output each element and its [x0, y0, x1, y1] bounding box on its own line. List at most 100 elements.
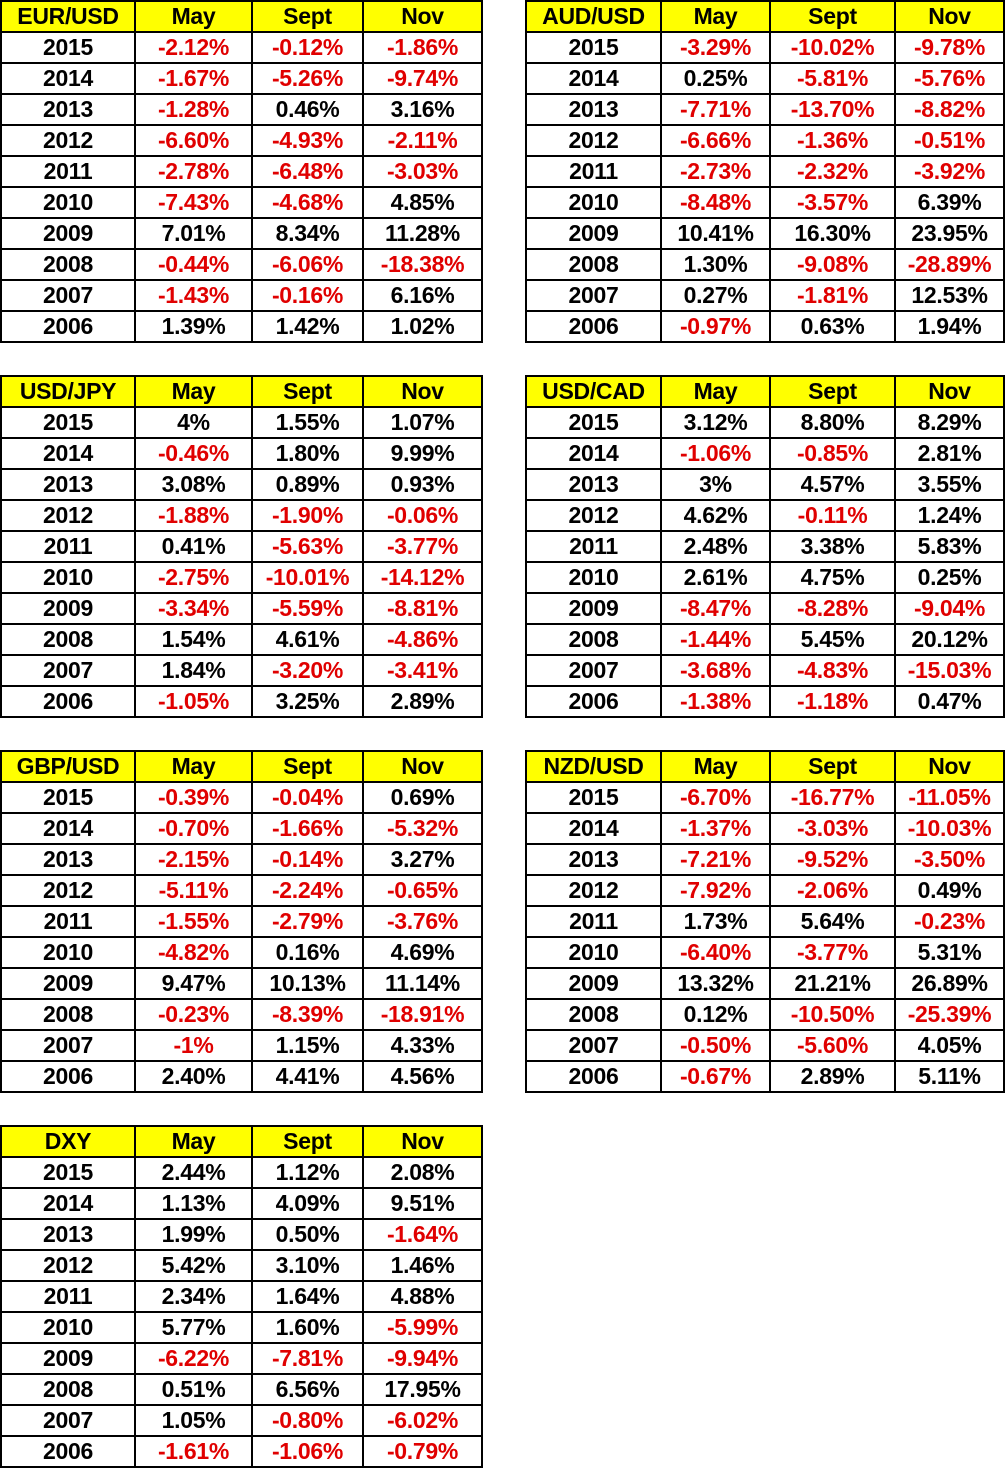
percent-cell: 1.84% — [136, 656, 253, 687]
percent-cell: -1.18% — [771, 687, 896, 718]
percent-cell: 2.08% — [364, 1158, 483, 1189]
year-cell: 2013 — [2, 470, 136, 501]
data-table: USD/CAD May Sept Nov 2015 3.12% 8.80% 8.29% 2014… — [525, 375, 1005, 718]
percent-cell: -1.81% — [771, 281, 896, 312]
percent-cell: -11.05% — [896, 783, 1005, 814]
month-header: Nov — [896, 377, 1005, 408]
year-cell: 2007 — [527, 656, 662, 687]
percent-cell: -2.75% — [136, 563, 253, 594]
percent-cell: 0.12% — [662, 1000, 771, 1031]
year-cell: 2009 — [527, 969, 662, 1000]
percent-cell: -7.92% — [662, 876, 771, 907]
percent-cell: -3.50% — [896, 845, 1005, 876]
percent-cell: -2.12% — [136, 33, 253, 64]
percent-cell: 6.39% — [896, 188, 1005, 219]
percent-cell: 1.13% — [136, 1189, 253, 1220]
percent-cell: -1.61% — [136, 1437, 253, 1468]
percent-cell: -0.85% — [771, 439, 896, 470]
percent-cell: 8.29% — [896, 408, 1005, 439]
percent-cell: -6.70% — [662, 783, 771, 814]
year-cell: 2013 — [527, 470, 662, 501]
percent-cell: -1.90% — [253, 501, 364, 532]
year-cell: 2011 — [527, 157, 662, 188]
percent-cell: -6.48% — [253, 157, 364, 188]
percent-cell: -6.60% — [136, 126, 253, 157]
percent-cell: -4.86% — [364, 625, 483, 656]
year-cell: 2014 — [2, 814, 136, 845]
percent-cell: -0.97% — [662, 312, 771, 343]
data-table: AUD/USD May Sept Nov 2015 -3.29% -10.02% -9.78%… — [525, 0, 1005, 343]
percent-cell: 7.01% — [136, 219, 253, 250]
percent-cell: -14.12% — [364, 563, 483, 594]
month-header: May — [136, 377, 253, 408]
percent-cell: -1.64% — [364, 1220, 483, 1251]
percent-cell: 1.42% — [253, 312, 364, 343]
percent-cell: 1.24% — [896, 501, 1005, 532]
percent-cell: -0.44% — [136, 250, 253, 281]
year-cell: 2015 — [2, 783, 136, 814]
month-header: Nov — [364, 752, 483, 783]
data-table: GBP/USD May Sept Nov 2015 -0.39% -0.04% 0.69% 20… — [0, 750, 483, 1093]
percent-cell: 2.40% — [136, 1062, 253, 1093]
data-table: EUR/USD May Sept Nov 2015 -2.12% -0.12% -1.86% 2… — [0, 0, 483, 343]
percent-cell: 4.61% — [253, 625, 364, 656]
percent-cell: -10.02% — [771, 33, 896, 64]
year-cell: 2007 — [527, 1031, 662, 1062]
percent-cell: -2.11% — [364, 126, 483, 157]
percent-cell: -1.37% — [662, 814, 771, 845]
percent-cell: -1.28% — [136, 95, 253, 126]
year-cell: 2015 — [2, 33, 136, 64]
percent-cell: -1% — [136, 1031, 253, 1062]
year-cell: 2012 — [2, 876, 136, 907]
percent-cell: -13.70% — [771, 95, 896, 126]
percent-cell: -6.40% — [662, 938, 771, 969]
year-cell: 2009 — [2, 1344, 136, 1375]
percent-cell: -5.32% — [364, 814, 483, 845]
year-cell: 2008 — [527, 625, 662, 656]
percent-cell: 4.09% — [253, 1189, 364, 1220]
percent-cell: -2.32% — [771, 157, 896, 188]
percent-cell: 0.27% — [662, 281, 771, 312]
percent-cell: -0.11% — [771, 501, 896, 532]
year-cell: 2009 — [527, 594, 662, 625]
percent-cell: -25.39% — [896, 1000, 1005, 1031]
year-cell: 2006 — [527, 1062, 662, 1093]
percent-cell: 21.21% — [771, 969, 896, 1000]
month-header: Nov — [896, 2, 1005, 33]
month-header: Nov — [364, 377, 483, 408]
percent-cell: -0.39% — [136, 783, 253, 814]
percent-cell: -0.23% — [136, 1000, 253, 1031]
year-cell: 2006 — [527, 312, 662, 343]
year-cell: 2010 — [527, 938, 662, 969]
percent-cell: -8.81% — [364, 594, 483, 625]
percent-cell: 1.54% — [136, 625, 253, 656]
percent-cell: -3.92% — [896, 157, 1005, 188]
percent-cell: -8.47% — [662, 594, 771, 625]
percent-cell: 9.99% — [364, 439, 483, 470]
percent-cell: 0.41% — [136, 532, 253, 563]
percent-cell: -0.79% — [364, 1437, 483, 1468]
percent-cell: 5.31% — [896, 938, 1005, 969]
percent-cell: 0.69% — [364, 783, 483, 814]
percent-cell: -5.81% — [771, 64, 896, 95]
percent-cell: -0.04% — [253, 783, 364, 814]
year-cell: 2011 — [2, 1282, 136, 1313]
month-header: May — [136, 752, 253, 783]
percent-cell: -2.78% — [136, 157, 253, 188]
year-cell: 2011 — [2, 532, 136, 563]
year-cell: 2015 — [2, 408, 136, 439]
year-cell: 2014 — [2, 1189, 136, 1220]
percent-cell: 0.93% — [364, 470, 483, 501]
percent-cell: -0.50% — [662, 1031, 771, 1062]
percent-cell: 1.73% — [662, 907, 771, 938]
percent-cell: 1.02% — [364, 312, 483, 343]
percent-cell: -0.12% — [253, 33, 364, 64]
percent-cell: -16.77% — [771, 783, 896, 814]
percent-cell: -0.16% — [253, 281, 364, 312]
year-cell: 2009 — [2, 969, 136, 1000]
percent-cell: -8.28% — [771, 594, 896, 625]
percent-cell: 2.48% — [662, 532, 771, 563]
percent-cell: 3.08% — [136, 470, 253, 501]
year-cell: 2014 — [2, 439, 136, 470]
percent-cell: -6.06% — [253, 250, 364, 281]
